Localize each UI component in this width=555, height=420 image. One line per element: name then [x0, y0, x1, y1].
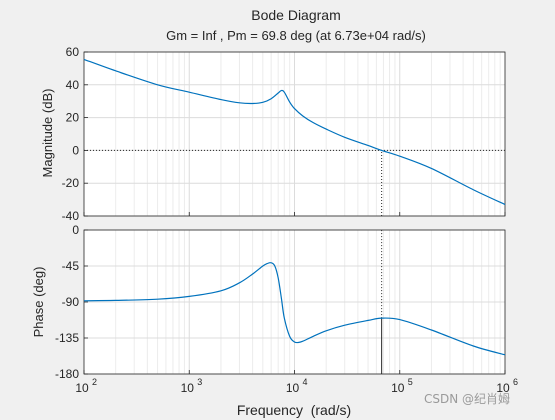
phase-ylabel: Phase (deg) [31, 267, 46, 338]
phase-ytick-label: -180 [55, 367, 79, 381]
xtick-label: 10 [181, 381, 195, 395]
phase-ytick-label: 0 [72, 223, 79, 237]
magnitude-ytick-label: -40 [62, 209, 80, 223]
xtick-label-exponent: 4 [303, 377, 308, 387]
xtick-label: 10 [496, 381, 510, 395]
magnitude-panel: -40 -20 0 20 40 60 [62, 45, 506, 223]
xtick-label: 10 [75, 381, 89, 395]
x-axis-label: Frequency (rad/s) [237, 402, 351, 418]
magnitude-ytick-label: 60 [66, 45, 80, 59]
magnitude-ylabel: Magnitude (dB) [40, 89, 55, 178]
xtick-label-exponent: 2 [92, 377, 97, 387]
phase-ytick-label: -90 [62, 295, 80, 309]
magnitude-ytick-label: 20 [66, 111, 80, 125]
magnitude-ytick-label: -20 [62, 176, 80, 190]
magnitude-ytick-label: 40 [66, 78, 80, 92]
xtick-label-exponent: 3 [197, 377, 202, 387]
xtick-label: 10 [391, 381, 405, 395]
chart-title: Bode Diagram [251, 7, 341, 23]
xtick-label-exponent: 5 [408, 377, 413, 387]
xtick-label-exponent: 6 [513, 377, 518, 387]
chart-subtitle: Gm = Inf , Pm = 69.8 deg (at 6.73e+04 ra… [166, 28, 426, 43]
xtick-label: 10 [286, 381, 300, 395]
magnitude-series-line [83, 58, 506, 206]
phase-ytick-label: -135 [55, 331, 79, 345]
watermark: CSDN @纪肖姆 [424, 392, 510, 406]
phase-ytick-label: -45 [62, 259, 80, 273]
magnitude-ytick-label: 0 [72, 143, 79, 157]
phase-series-line [83, 262, 506, 356]
